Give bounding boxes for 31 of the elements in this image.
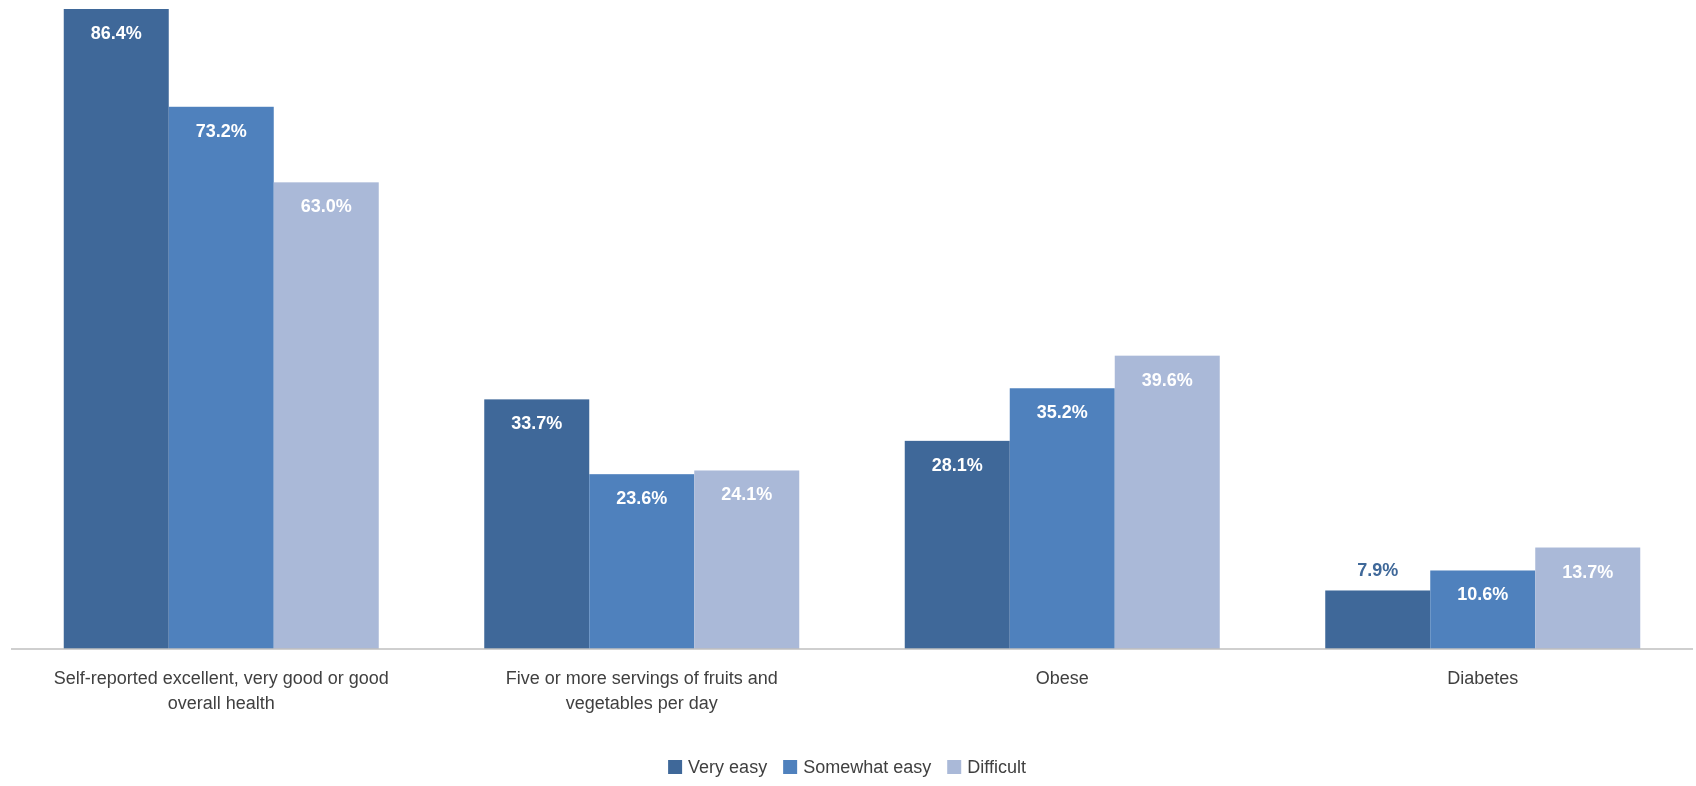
data-label: 33.7% — [511, 413, 563, 434]
bar — [1114, 355, 1220, 649]
bar — [484, 399, 590, 649]
x-tick-label: Diabetes — [1447, 668, 1519, 688]
bar — [1430, 570, 1536, 649]
data-label: 39.6% — [1141, 369, 1193, 390]
data-label: 35.2% — [1036, 402, 1088, 423]
bar — [904, 440, 1010, 649]
legend-label: Somewhat easy — [803, 757, 932, 777]
bar — [589, 474, 695, 649]
x-tick-label: Self-reported excellent, very good or good overall health — [53, 668, 389, 713]
data-label: 73.2% — [195, 120, 247, 141]
data-label: 23.6% — [616, 488, 668, 509]
bar — [694, 470, 800, 649]
data-label: 13.7% — [1562, 561, 1614, 582]
bar — [273, 182, 379, 649]
bar — [1325, 590, 1431, 649]
bar — [1009, 388, 1115, 649]
data-label: 24.1% — [721, 484, 773, 505]
data-label: 10.6% — [1457, 584, 1509, 605]
data-label: 63.0% — [300, 196, 352, 217]
data-label: 7.9% — [1357, 560, 1399, 581]
data-label: 86.4% — [90, 23, 142, 43]
bar — [63, 9, 169, 649]
legend-label: Difficult — [967, 757, 1026, 777]
bar — [1535, 547, 1641, 649]
bar — [168, 106, 274, 649]
legend-label: Very easy — [688, 757, 768, 777]
data-label: 28.1% — [931, 454, 983, 475]
x-tick-label: Five or more servings of fruits and vegetables per day — [505, 668, 778, 713]
x-tick-label: Obese — [1035, 668, 1089, 688]
